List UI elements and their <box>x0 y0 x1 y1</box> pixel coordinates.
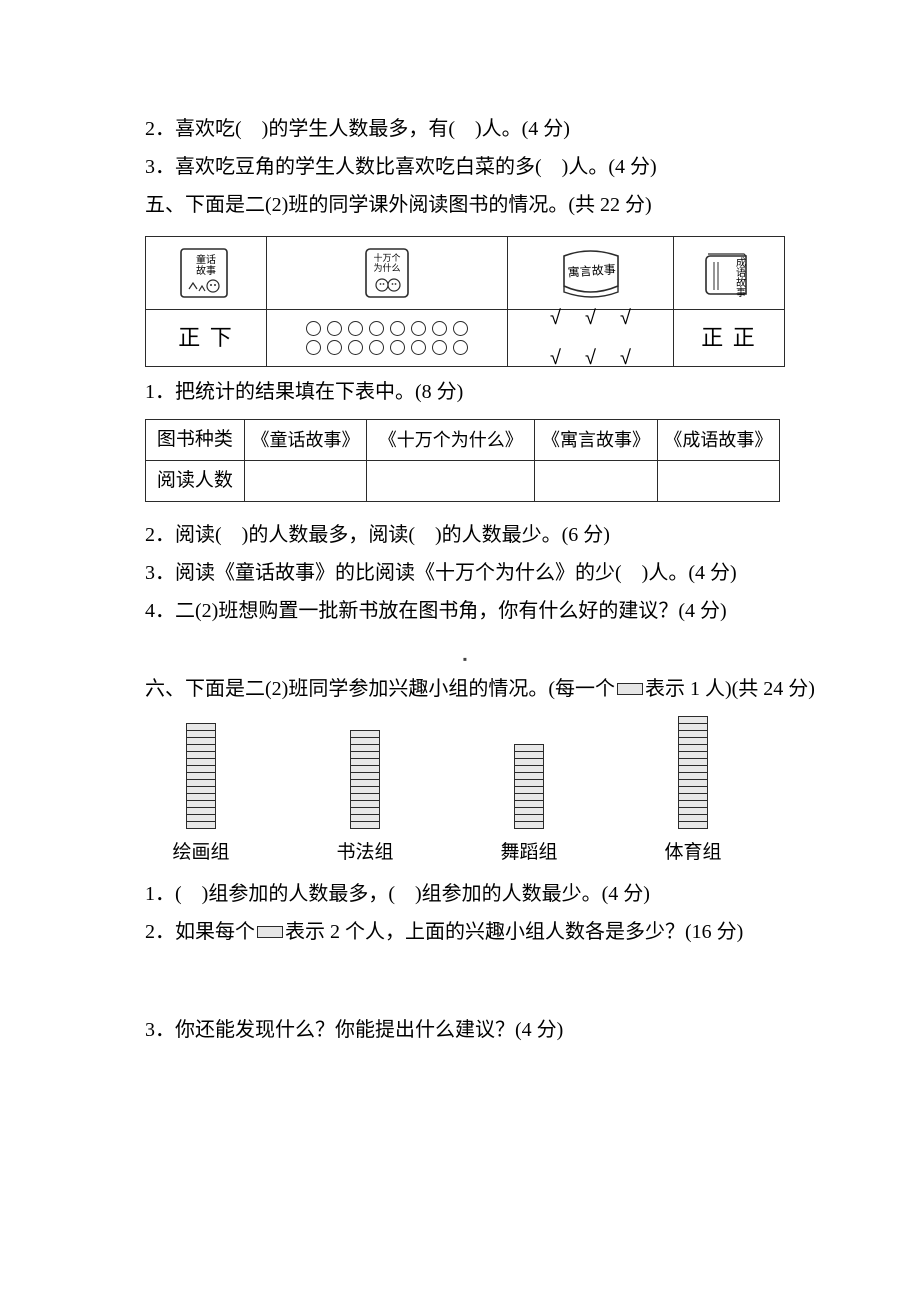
picto-label: 舞蹈组 <box>500 835 557 871</box>
spacer <box>145 951 785 1011</box>
picto-stack <box>350 730 380 829</box>
svg-text:寓言故事: 寓言故事 <box>567 261 616 279</box>
cell: 《成语故事》 <box>657 420 779 461</box>
book-tonghua-icon: 童话 故事 <box>146 237 266 309</box>
stats-table: 图书种类 《童话故事》 《十万个为什么》 《寓言故事》 《成语故事》 阅读人数 <box>145 419 780 502</box>
cell-rowhead: 图书种类 <box>146 420 245 461</box>
table-row: 图书种类 《童话故事》 《十万个为什么》 《寓言故事》 《成语故事》 <box>146 420 780 461</box>
books-col-2: 十万个 为什么 <box>267 237 508 366</box>
sec6-q2-post: 表示 2 个人，上面的兴趣小组人数各是多少？(16 分) <box>285 921 743 943</box>
cell: 《十万个为什么》 <box>367 420 535 461</box>
sec6-q3: 3．你还能发现什么？你能提出什么建议？(4 分) <box>145 1011 785 1049</box>
picto-cell <box>514 821 544 829</box>
cell: 《寓言故事》 <box>535 420 657 461</box>
picto-cell <box>678 821 708 829</box>
cell <box>535 461 657 502</box>
svg-text:为什么: 为什么 <box>373 262 400 273</box>
tally-circles <box>306 321 468 355</box>
book-shiwan-icon: 十万个 为什么 <box>267 237 507 309</box>
picto-group: 舞蹈组 <box>491 744 567 871</box>
picto-label: 体育组 <box>664 835 721 871</box>
picto-stack <box>678 716 708 829</box>
cell <box>367 461 535 502</box>
books-col-4: 成 语 故 事 正 正 <box>674 237 784 366</box>
tally-label: 正 下 <box>178 317 234 359</box>
picto-group: 体育组 <box>655 716 731 871</box>
spacer: ▪ <box>145 630 785 670</box>
books-col-1: 童话 故事 正 下 <box>146 237 267 366</box>
sec5-q3: 3．阅读《童话故事》的比阅读《十万个为什么》的少( )人。(4 分) <box>145 554 785 592</box>
svg-text:故事: 故事 <box>196 264 216 277</box>
books-tally-2 <box>267 309 507 366</box>
q2-line: 2．喜欢吃( )的学生人数最多，有( )人。(4 分) <box>145 110 785 148</box>
table-row: 阅读人数 <box>146 461 780 502</box>
picto-group: 书法组 <box>327 730 403 871</box>
picto-stack <box>186 723 216 829</box>
sec5-title: 五、下面是二(2)班的同学课外阅读图书的情况。(共 22 分) <box>145 186 785 224</box>
sec6-q2: 2．如果每个 表示 2 个人，上面的兴趣小组人数各是多少？(16 分) <box>145 913 785 951</box>
sec6-title-pre: 六、下面是二(2)班同学参加兴趣小组的情况。(每一个 <box>145 678 615 700</box>
sec6-title-post: 表示 1 人)(共 24 分) <box>645 678 815 700</box>
q3-line: 3．喜欢吃豆角的学生人数比喜欢吃白菜的多( )人。(4 分) <box>145 148 785 186</box>
sec6-title: 六、下面是二(2)班同学参加兴趣小组的情况。(每一个表示 1 人)(共 24 分… <box>145 670 785 708</box>
square-icon <box>257 926 283 938</box>
pictograph: 绘画组 书法组 舞蹈组 体育组 <box>163 716 785 871</box>
svg-text:事: 事 <box>736 286 746 299</box>
sec6-q1: 1．( )组参加的人数最多，( )组参加的人数最少。(4 分) <box>145 875 785 913</box>
page: 2．喜欢吃( )的学生人数最多，有( )人。(4 分) 3．喜欢吃豆角的学生人数… <box>0 0 920 1302</box>
tally-label: 正 正 <box>701 317 757 359</box>
sec5-q2: 2．阅读( )的人数最多，阅读( )的人数最少。(6 分) <box>145 516 785 554</box>
book-chengyu-icon: 成 语 故 事 <box>674 237 784 309</box>
sec6-q2-pre: 2．如果每个 <box>145 921 255 943</box>
center-dot: ▪ <box>145 648 785 671</box>
picto-cell <box>350 821 380 829</box>
sec5-q4: 4．二(2)班想购置一批新书放在图书角，你有什么好的建议？(4 分) <box>145 592 785 630</box>
svg-text:十万个: 十万个 <box>373 252 400 263</box>
picto-group: 绘画组 <box>163 723 239 871</box>
books-figure: 童话 故事 正 下 十万个 为什么 <box>145 236 785 367</box>
sec5-q1: 1．把统计的结果填在下表中。(8 分) <box>145 373 785 411</box>
cell <box>657 461 779 502</box>
svg-text:童话: 童话 <box>196 253 216 266</box>
picto-label: 绘画组 <box>172 835 229 871</box>
tally-checks: √√√ √√√ <box>550 299 631 377</box>
picto-cell <box>186 821 216 829</box>
books-col-3: 寓言故事 √√√ √√√ <box>508 237 674 366</box>
picto-stack <box>514 744 544 829</box>
cell <box>244 461 366 502</box>
books-tally-4: 正 正 <box>674 309 784 366</box>
picto-label: 书法组 <box>336 835 393 871</box>
square-icon <box>617 683 643 695</box>
books-tally-1: 正 下 <box>146 309 266 366</box>
cell: 《童话故事》 <box>244 420 366 461</box>
cell-rowhead: 阅读人数 <box>146 461 245 502</box>
books-tally-3: √√√ √√√ <box>508 309 673 366</box>
